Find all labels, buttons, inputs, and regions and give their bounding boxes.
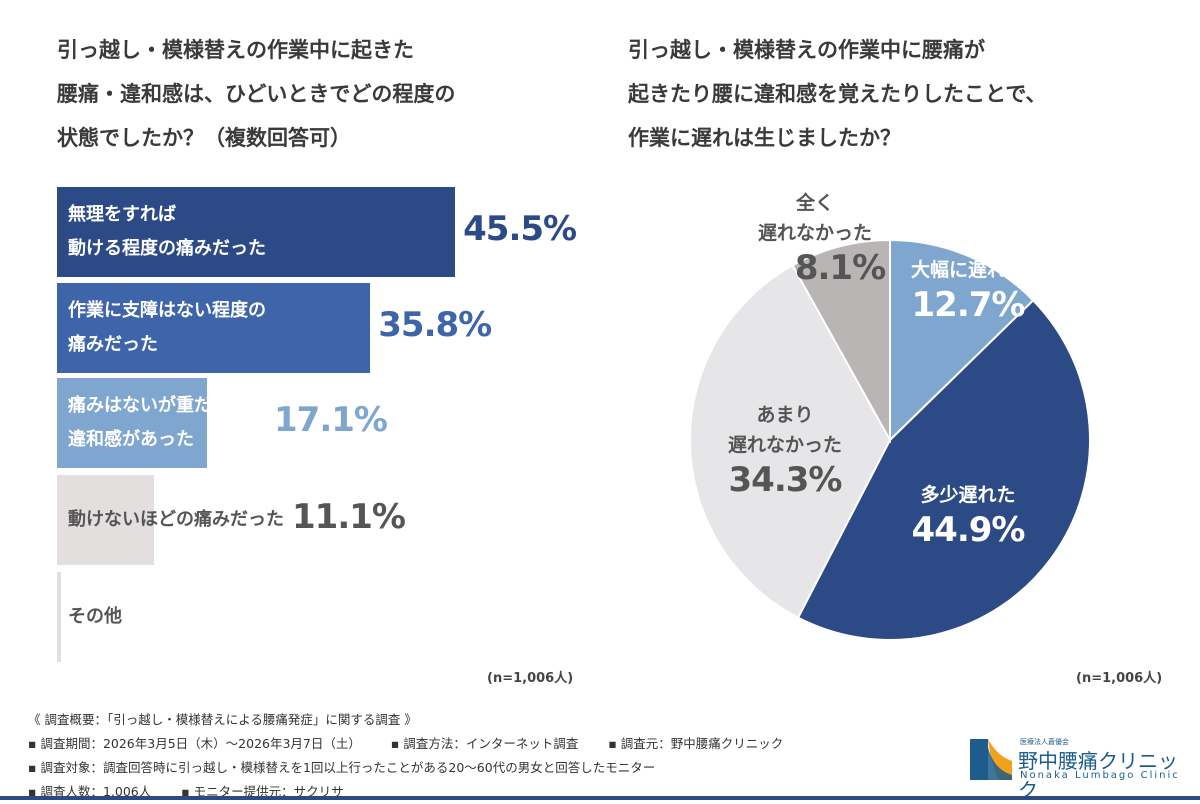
survey-method: ▪ 調査方法：インターネット調査 xyxy=(390,736,579,751)
pie-value-label: 8.1% xyxy=(794,248,886,288)
bar-value-label: 11.1% xyxy=(292,497,406,537)
pie-label: 全く 遅れなかった 8.1% xyxy=(720,188,910,288)
pie-value-label: 44.9% xyxy=(911,510,1026,550)
survey-source: ▪ 調査元：野中腰痛クリニック xyxy=(608,736,784,751)
bottom-border xyxy=(0,796,1200,800)
bar-label: 作業に支障はない程度の 痛みだった xyxy=(68,300,266,355)
bar-label: その他 xyxy=(68,606,122,627)
survey-period: ▪ 調査期間：2026年3月5日（木）〜2026年3月7日（土） xyxy=(28,736,361,751)
bar-value-label: 45.5% xyxy=(463,209,577,249)
pie-value-label: 12.7% xyxy=(911,285,1026,325)
clinic-logo: 医療法人蒼優会 野中腰痛クリニック Nonaka Lumbago Clinic xyxy=(968,737,1193,802)
logo-mark-icon xyxy=(970,739,1012,780)
pie-category-label: 大幅に遅れた xyxy=(910,259,1025,281)
bar-value-label: 17.1% xyxy=(274,400,388,440)
pie-category-label: 多少遅れた xyxy=(920,484,1016,506)
pie-slice-0 xyxy=(889,238,1035,443)
pie-value-label: 34.3% xyxy=(728,460,843,500)
survey-target: ▪ 調査対象：調査回答時に引っ越し・模様替えを1回以上行ったことがある20〜60… xyxy=(28,760,656,775)
bar-label: 痛みはないが重だるさや 違和感があった xyxy=(68,395,266,450)
logo-org: 医療法人蒼優会 xyxy=(1020,738,1069,746)
logo-name: 野中腰痛クリニック xyxy=(1018,749,1178,802)
bar-label: 無理をすれば 動ける程度の痛みだった xyxy=(68,204,266,259)
pie-sample-size: (n=1,006人) xyxy=(1076,671,1163,686)
survey-count: ▪ 調査人数：1,006人 xyxy=(28,784,152,799)
pie-label: 多少遅れた 44.9% xyxy=(878,480,1058,550)
bar-1 xyxy=(57,283,371,373)
bar-chart-title: 引っ越し・模様替えの作業中に起きた 腰痛・違和感は、ひどいときでどの程度の 状態… xyxy=(57,38,456,150)
pie-label: 大幅に遅れた 12.7% xyxy=(878,255,1058,325)
pie-label: あまり 遅れなかった 34.3% xyxy=(695,400,875,500)
bar-label: 動けないほどの痛みだった xyxy=(68,509,284,530)
survey-provider: ▪ モニター提供元：サクリサ xyxy=(181,784,344,799)
survey-summary: 《 調査概要：「引っ越し・模様替えによる腰痛発症」に関する調査 》 ▪ 調査期間… xyxy=(28,708,783,804)
pie-category-label: 全く 遅れなかった xyxy=(757,192,872,244)
pie-slice-3 xyxy=(791,238,891,444)
bar-value-label: 35.8% xyxy=(378,305,492,345)
bar-3 xyxy=(57,475,155,565)
bar-0 xyxy=(57,187,456,277)
logo-english: Nonaka Lumbago Clinic xyxy=(1020,770,1180,781)
survey-heading: 《 調査概要：「引っ越し・模様替えによる腰痛発症」に関する調査 》 xyxy=(28,712,417,727)
pie-category-label: あまり 遅れなかった xyxy=(727,404,842,456)
bar-4 xyxy=(57,572,61,662)
bar-sample-size: (n=1,006人) xyxy=(487,671,574,686)
bar-2 xyxy=(57,378,207,468)
pie-chart-title: 引っ越し・模様替えの作業中に腰痛が 起きたり腰に違和感を覚えたりしたことで、 作… xyxy=(628,38,1047,150)
pie-slice-1 xyxy=(796,298,1091,641)
pie-slice-2 xyxy=(689,263,892,619)
